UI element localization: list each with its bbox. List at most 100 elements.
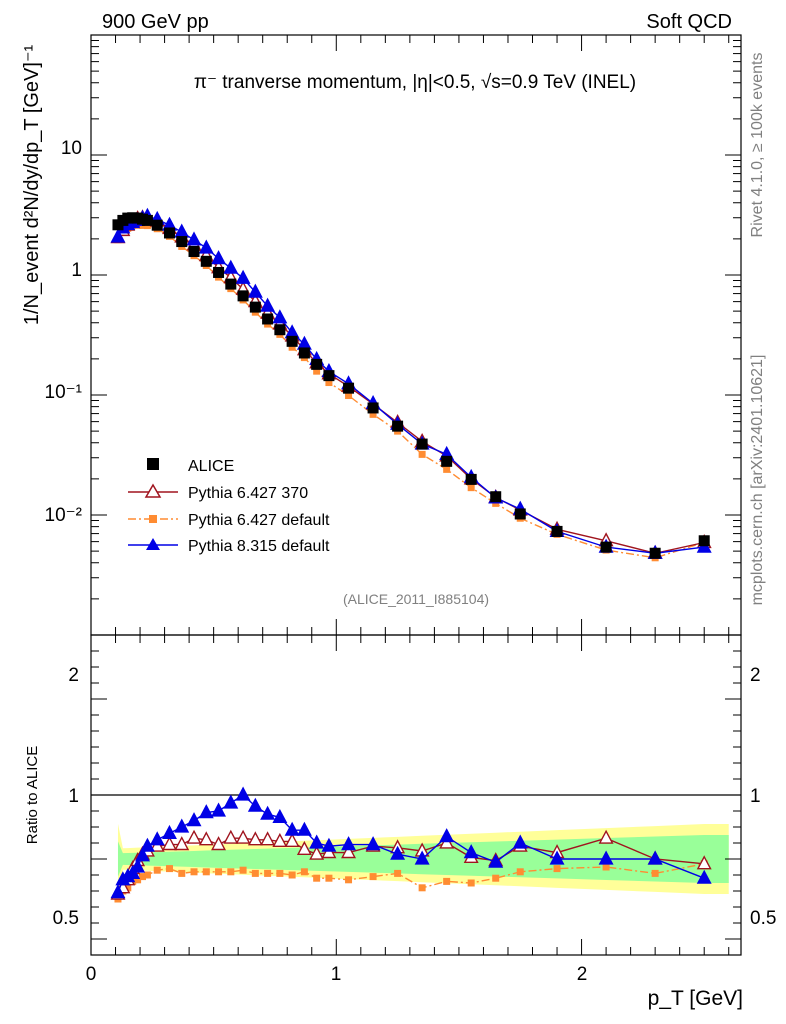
main-alice-point xyxy=(249,301,261,313)
ratio-pythia6-370-point xyxy=(284,832,300,847)
ratio-pythia8-point xyxy=(110,884,126,899)
main-alice-point xyxy=(343,382,355,394)
main-alice-point xyxy=(514,508,526,520)
ratio-pythia6-370-point xyxy=(260,831,276,846)
legend-label-pythia6-370: Pythia 6.427 370 xyxy=(188,485,308,502)
data-marks xyxy=(110,207,712,903)
main-y-axis-label: 1/N_event d²N/dy/dp_T [GeV]⁻¹ xyxy=(21,45,43,326)
main-alice-point xyxy=(225,278,237,290)
ratio-pythia8-point xyxy=(260,805,276,820)
main-alice-point xyxy=(441,455,453,467)
legend-marker-pythia6-370 xyxy=(144,483,162,498)
main-pythia6-default-point xyxy=(325,379,333,387)
rivet-version-label: Rivet 4.1.0, ≥ 100k events xyxy=(749,53,766,238)
ratio-pythia6-default-point xyxy=(467,879,475,887)
ratio-pythia6-370-point xyxy=(211,836,227,851)
ratio-y-axis-label: Ratio to ALICE xyxy=(24,746,41,844)
ratio-pythia6-default-point xyxy=(143,871,151,879)
ratio-pythia8-point xyxy=(135,847,150,862)
ratio-pythia6-default-point xyxy=(553,865,561,873)
ratio-pythia8-point xyxy=(130,858,146,873)
main-alice-point xyxy=(600,541,612,553)
ratio-pythia6-default-point xyxy=(492,874,500,882)
ratio-y-tick-label: 2 xyxy=(68,665,79,686)
ratio-pythia6-370-point xyxy=(598,829,614,844)
ratio-pythia6-default-point xyxy=(313,874,321,882)
main-alice-point xyxy=(323,370,335,382)
ratio-pythia8-point xyxy=(598,850,614,865)
main-pythia8-point xyxy=(110,228,126,243)
main-alice-point xyxy=(274,324,286,336)
main-alice-point xyxy=(200,255,212,267)
ratio-pythia6-default-point xyxy=(369,873,377,881)
ratio-pythia8-point xyxy=(488,853,504,868)
ratio-pythia8-point xyxy=(463,844,479,859)
main-pythia6-default-point xyxy=(313,367,321,375)
legend-marker-pythia6-default xyxy=(149,515,157,523)
main-pythia8-point xyxy=(174,223,190,238)
main-alice-point xyxy=(698,535,710,547)
main-alice-point xyxy=(163,227,175,239)
x-axis-label: p_T [GeV] xyxy=(648,987,743,1010)
ratio-pythia6-default-point xyxy=(602,863,610,871)
ratio-y-tick-label-right: 0.5 xyxy=(750,908,776,929)
main-y-tick-label: 1 xyxy=(71,260,82,281)
ratio-pythia8-point xyxy=(272,808,288,823)
ratio-pythia8-point xyxy=(512,834,528,849)
ratio-pythia6-default-point xyxy=(443,877,451,885)
ratio-pythia6-default-point xyxy=(276,869,284,877)
legend-label-pythia6-default: Pythia 6.427 default xyxy=(188,512,330,529)
main-alice-point xyxy=(188,245,200,257)
ratio-pythia6-default-point xyxy=(418,884,426,892)
ratio-pythia8-point xyxy=(365,836,381,851)
ratio-pythia8-point xyxy=(647,850,663,865)
main-pythia8-point xyxy=(296,335,312,350)
ratio-pythia8-point xyxy=(341,836,357,851)
x-tick-label: 0 xyxy=(86,964,97,985)
main-alice-point xyxy=(551,525,563,537)
ratio-pythia6-default-point xyxy=(178,869,186,877)
ratio-pythia6-370-point xyxy=(696,855,712,870)
main-pythia8-point xyxy=(247,283,263,298)
mcplots-label: mcplots.cern.ch [arXiv:2401.10621] xyxy=(749,355,766,606)
legend-label-pythia8: Pythia 8.315 default xyxy=(188,538,330,555)
main-alice-point xyxy=(213,266,225,278)
ratio-pythia6-370-point xyxy=(186,829,202,844)
ratio-pythia6-default-point xyxy=(325,874,333,882)
ratio-pythia6-370-point xyxy=(296,840,312,855)
ratio-pythia6-370-point xyxy=(272,832,288,847)
main-alice-point xyxy=(367,402,379,414)
ratio-pythia6-default-point xyxy=(153,866,161,874)
ratio-pythia8-point xyxy=(174,818,190,833)
ratio-pythia6-default-point xyxy=(288,871,296,879)
chart-title: π⁻ tranverse momentum, |η|<0.5, √s=0.9 T… xyxy=(194,72,636,93)
header-left: 900 GeV pp xyxy=(102,11,209,33)
main-alice-point xyxy=(286,335,298,347)
main-pythia6-default-point xyxy=(345,392,353,400)
ratio-pythia8-point xyxy=(309,834,325,849)
ratio-pythia6-default-point xyxy=(215,868,223,876)
ratio-pythia6-370-point xyxy=(309,845,325,860)
main-y-tick-label: 10 xyxy=(61,138,82,159)
main-alice-point xyxy=(311,358,323,370)
ratio-pythia6-default-point xyxy=(227,868,235,876)
ratio-pythia6-default-point xyxy=(345,876,353,884)
analysis-tag: (ALICE_2011_I885104) xyxy=(343,591,489,607)
ratio-pythia8-point xyxy=(696,869,712,884)
ratio-pythia8-point xyxy=(186,812,202,827)
ratio-pythia6-default-point xyxy=(394,869,402,877)
ratio-pythia8-point xyxy=(247,797,263,812)
ratio-pythia6-default-point xyxy=(651,869,659,877)
ratio-y-tick-label: 0.5 xyxy=(53,908,79,929)
ratio-pythia6-370-point xyxy=(174,836,190,851)
main-y-tick-label: 10⁻² xyxy=(45,505,83,526)
main-pythia6-default-point xyxy=(418,450,426,458)
main-alice-point xyxy=(151,219,163,231)
x-tick-label: 1 xyxy=(331,964,342,985)
ratio-pythia6-default-point xyxy=(516,868,524,876)
ratio-pythia6-default-point xyxy=(239,866,247,874)
main-pythia6-default-point xyxy=(369,410,377,418)
main-alice-point xyxy=(237,290,249,302)
main-pythia8-point xyxy=(211,250,227,265)
